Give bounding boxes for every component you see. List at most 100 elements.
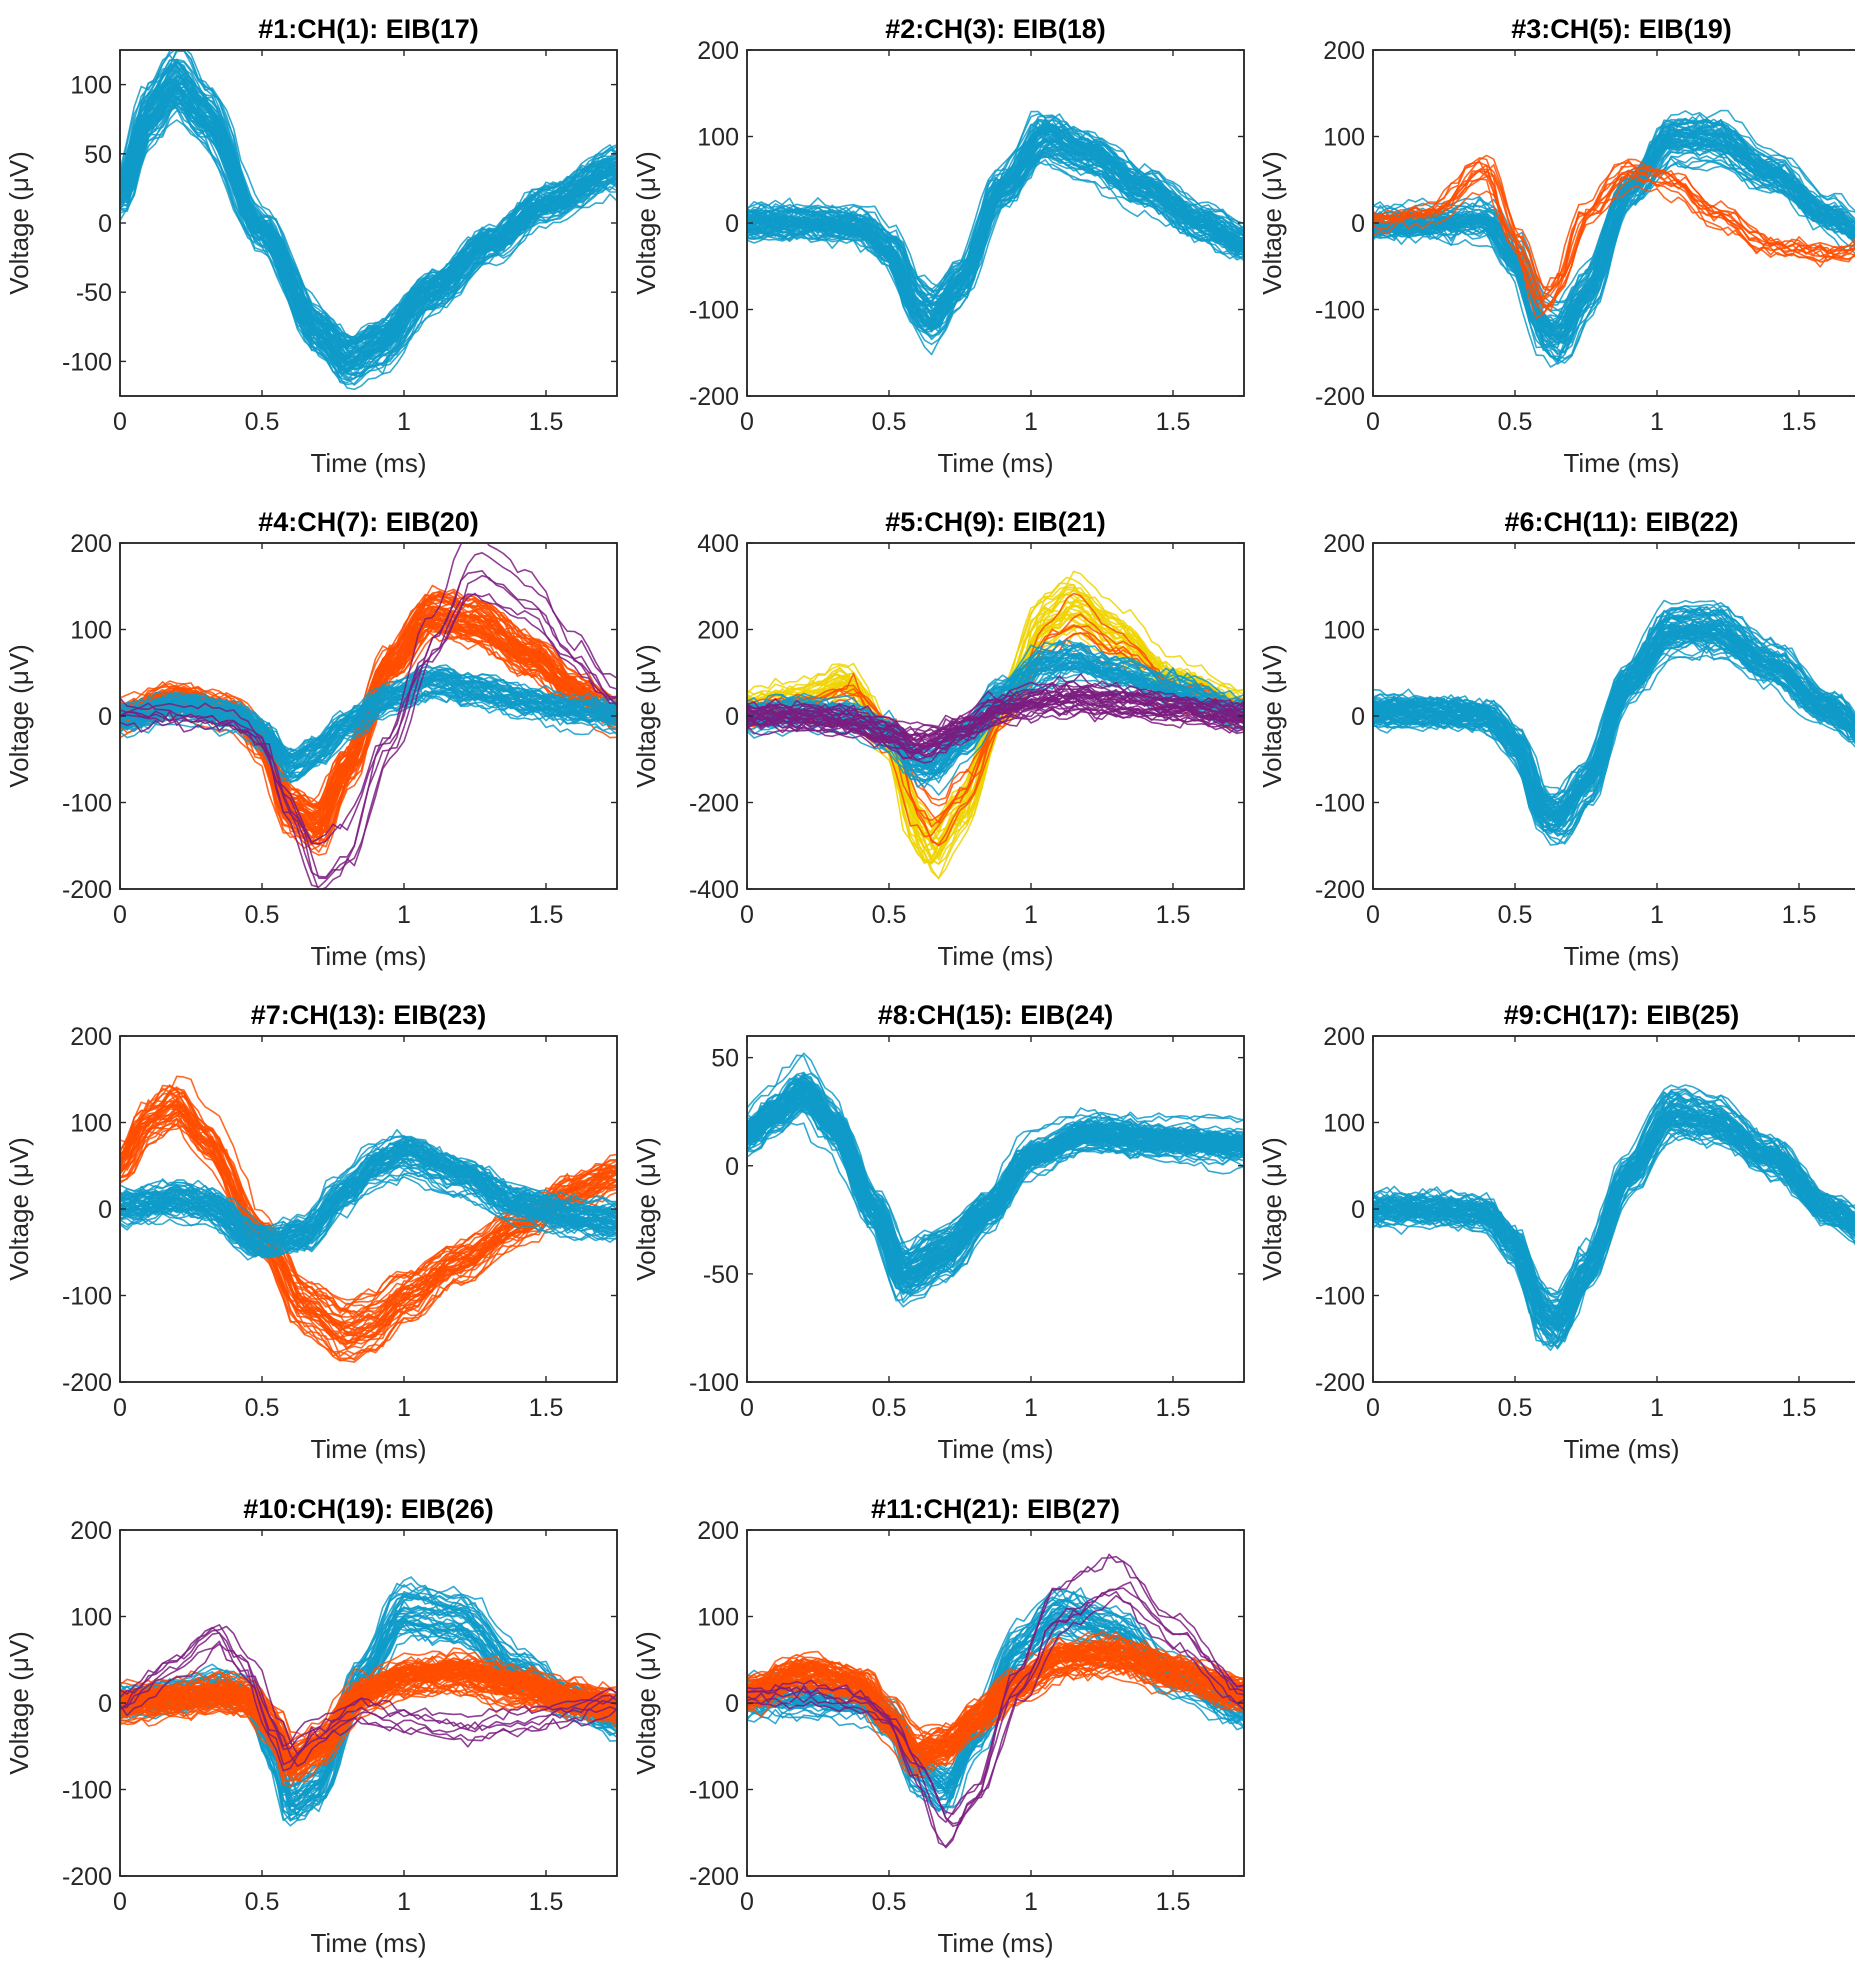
trace-blue-76	[120, 85, 617, 366]
y-axis-label: Voltage (μV)	[4, 1137, 34, 1281]
trace-blue-49	[120, 1173, 617, 1254]
y-tick-label: 0	[1351, 1196, 1365, 1224]
panel-title: #5:CH(9): EIB(21)	[885, 507, 1106, 537]
panel-title: #6:CH(11): EIB(22)	[1504, 507, 1738, 537]
trace-blue-60	[1373, 137, 1855, 341]
x-tick-label: 0	[1366, 1394, 1380, 1422]
y-tick-label: 50	[84, 141, 112, 169]
y-tick-label: -100	[1315, 1283, 1365, 1311]
y-tick-label: 100	[1323, 617, 1365, 645]
trace-blue-66	[1373, 644, 1855, 827]
x-tick-label: 1	[1024, 901, 1038, 929]
y-tick-label: -100	[689, 297, 739, 325]
x-tick-label: 0	[1366, 408, 1380, 436]
y-axis-label: Voltage (μV)	[4, 1631, 34, 1775]
x-tick-label: 1.5	[529, 1888, 564, 1916]
x-tick-label: 1.5	[1156, 1888, 1191, 1916]
trace-blue-55	[120, 1154, 617, 1254]
y-axis-label: Voltage (μV)	[1257, 644, 1287, 788]
y-tick-label: 200	[1323, 530, 1365, 558]
trace-orange-64	[120, 1665, 617, 1763]
trace-purple-30	[747, 696, 1244, 761]
trace-purple-12	[747, 673, 1244, 740]
trace-orange-57	[747, 1644, 1244, 1759]
y-tick-label: -200	[62, 1369, 112, 1397]
y-axis-label: Voltage (μV)	[631, 1137, 661, 1281]
trace-orange-35	[120, 1117, 617, 1331]
plot-frame	[746, 1035, 1245, 1383]
trace-purple-3	[120, 592, 617, 845]
x-tick-label: 0.5	[1498, 408, 1533, 436]
y-axis-label: Voltage (μV)	[1257, 151, 1287, 295]
y-tick-label: 0	[1351, 210, 1365, 238]
panel-title: #4:CH(7): EIB(20)	[258, 507, 479, 537]
panel-title: #7:CH(13): EIB(23)	[251, 1000, 487, 1030]
chart-panel-10: 0 0.5 1 1.5 200 100 0 -100 -200 #10:CH(19): EIB(2…	[4, 1494, 618, 1958]
x-axis-label: Time (ms)	[1563, 1434, 1679, 1464]
x-tick-label: 1	[397, 1394, 411, 1422]
x-axis-label: Time (ms)	[310, 448, 426, 478]
x-axis-label: Time (ms)	[937, 1434, 1053, 1464]
trace-blue-49	[1373, 130, 1855, 338]
chart-panel-1: 0 0.5 1 1.5 100 50 0 -50 -100 #1:CH(1): EIB(17) Ti…	[4, 14, 618, 478]
trace-blue-84	[747, 1077, 1244, 1293]
trace-blue-58	[1373, 1134, 1855, 1319]
trace-blue-31	[747, 639, 1244, 768]
panel-title: #11:CH(21): EIB(27)	[871, 1494, 1120, 1524]
x-tick-label: 1	[1650, 901, 1664, 929]
chart-panel-6: 0 0.5 1 1.5 200 100 0 -100 -200 #6:CH(11): EIB(22…	[1257, 507, 1855, 971]
panel-title: #1:CH(1): EIB(17)	[258, 14, 479, 44]
x-axis-label: Time (ms)	[1563, 941, 1679, 971]
trace-blue-35	[120, 677, 617, 765]
trace-purple-4	[747, 1581, 1244, 1815]
trace-blue-55	[1373, 1103, 1855, 1339]
y-tick-label: 0	[725, 703, 739, 731]
trace-blue-87	[747, 1090, 1244, 1255]
y-axis-label: Voltage (μV)	[631, 644, 661, 788]
y-axis-label: Voltage (μV)	[4, 151, 34, 295]
trace-blue-70	[1373, 633, 1855, 833]
trace-orange-40	[120, 1124, 617, 1328]
y-tick-label: 100	[70, 1110, 112, 1138]
x-tick-label: 1	[1650, 408, 1664, 436]
y-tick-label: -400	[689, 876, 739, 904]
y-axis-label: Voltage (μV)	[631, 1631, 661, 1775]
y-tick-label: -200	[1315, 383, 1365, 411]
x-axis-label: Time (ms)	[937, 448, 1053, 478]
chart-panel-9: 0 0.5 1 1.5 200 100 0 -100 -200 #9:CH(17): EIB(25…	[1257, 1000, 1855, 1464]
y-tick-label: 100	[1323, 1110, 1365, 1138]
trace-orange-65	[120, 1656, 617, 1759]
y-tick-label: -100	[689, 1369, 739, 1397]
x-tick-label: 0.5	[872, 1888, 907, 1916]
y-tick-label: -200	[62, 1863, 112, 1891]
trace-purple-6	[120, 543, 617, 888]
trace-purple-3	[747, 1587, 1244, 1828]
y-tick-label: 400	[697, 530, 739, 558]
y-tick-label: -200	[62, 876, 112, 904]
x-tick-label: 0	[113, 1888, 127, 1916]
y-tick-label: 0	[98, 703, 112, 731]
y-tick-label: -200	[689, 1863, 739, 1891]
traces-group	[747, 110, 1244, 356]
y-tick-label: 200	[1323, 1023, 1365, 1051]
trace-blue-35	[120, 1176, 617, 1261]
y-tick-label: 100	[70, 617, 112, 645]
trace-orange-8	[1373, 185, 1855, 308]
chart-panel-5: 0 0.5 1 1.5 400 200 0 -200 -400 #5:CH(9): EIB(21)…	[631, 507, 1245, 971]
trace-blue-88	[747, 1088, 1244, 1262]
x-axis-label: Time (ms)	[310, 941, 426, 971]
x-tick-label: 0.5	[872, 1394, 907, 1422]
trace-blue-59	[120, 1141, 617, 1257]
trace-blue-66	[1373, 1125, 1855, 1310]
x-tick-label: 0.5	[872, 901, 907, 929]
trace-purple-6	[120, 1624, 617, 1766]
x-tick-label: 1	[397, 1888, 411, 1916]
y-tick-label: -50	[76, 279, 112, 307]
y-tick-label: 0	[98, 1196, 112, 1224]
trace-purple-1	[120, 574, 617, 880]
trace-orange-24	[120, 1103, 617, 1363]
x-tick-label: 1	[397, 901, 411, 929]
trace-blue-67	[747, 119, 1244, 318]
trace-blue-59	[1373, 155, 1855, 330]
